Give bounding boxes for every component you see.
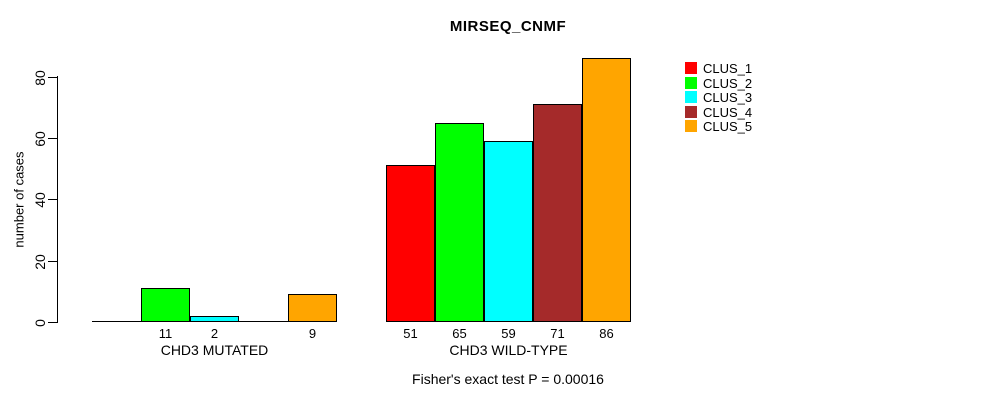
bar-value-label: 71: [550, 326, 565, 341]
legend-swatch-icon: [685, 105, 697, 118]
legend-swatch-icon: [685, 91, 697, 104]
legend-label: CLUS_2: [703, 75, 753, 91]
legend-label: CLUS_1: [703, 61, 753, 76]
bar: [190, 316, 239, 322]
legend-swatch-icon: [685, 62, 697, 74]
legend-label: CLUS_5: [703, 119, 753, 135]
legend-swatch-icon: [685, 76, 697, 89]
bar: [386, 165, 435, 322]
zero-height-bar: [239, 321, 288, 322]
bar: [141, 288, 190, 322]
bar-value-label: 9: [308, 326, 317, 341]
y-tick: [48, 261, 57, 262]
y-tick-label: 0: [32, 318, 48, 327]
bar-value-label: 86: [599, 326, 614, 341]
y-axis-line: [57, 76, 58, 323]
y-tick: [48, 138, 57, 139]
y-tick-label: 80: [32, 69, 48, 86]
legend: CLUS_1 CLUS_2 CLUS_3 CLUS_4 CLUS_5: [685, 61, 805, 137]
bar: [533, 104, 582, 322]
y-tick: [48, 199, 57, 200]
bar-value-label: 51: [403, 326, 418, 341]
fisher-test-annotation: Fisher's exact test P = 0.00016: [412, 371, 604, 387]
group-label: CHD3 WILD-TYPE: [449, 342, 568, 358]
bar: [435, 123, 484, 322]
legend-swatch-icon: [685, 120, 697, 133]
bar-value-label: 11: [158, 326, 173, 341]
y-tick-label: 60: [32, 130, 48, 147]
bar-value-label: 59: [501, 326, 516, 341]
group-label: CHD3 MUTATED: [160, 342, 269, 358]
bar: [288, 294, 337, 322]
bar-value-label: 2: [210, 326, 219, 341]
bar: [484, 141, 533, 322]
legend-label: CLUS_4: [703, 104, 753, 120]
y-tick-label: 40: [32, 191, 48, 208]
y-tick: [48, 77, 57, 78]
bar: [582, 58, 631, 322]
chart-title: MIRSEQ_CNMF: [449, 18, 567, 35]
y-tick: [48, 322, 57, 323]
y-tick-label: 20: [32, 253, 48, 270]
bar-value-label: 65: [452, 326, 467, 341]
zero-height-bar: [92, 321, 141, 322]
legend-label: CLUS_3: [703, 90, 753, 106]
